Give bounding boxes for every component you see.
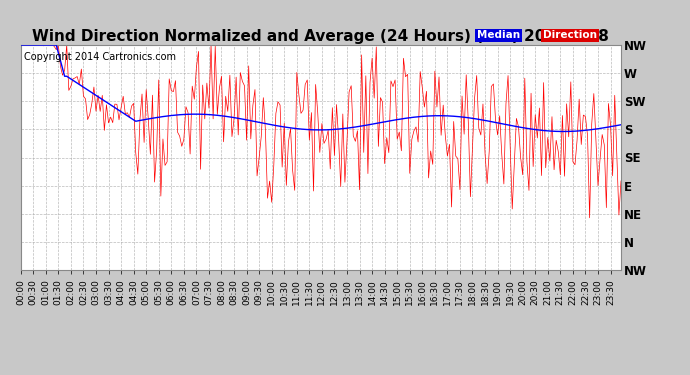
Text: Copyright 2014 Cartronics.com: Copyright 2014 Cartronics.com [23, 52, 176, 62]
Title: Wind Direction Normalized and Average (24 Hours) (Old) 20141128: Wind Direction Normalized and Average (2… [32, 29, 609, 44]
Text: Direction: Direction [543, 30, 597, 40]
Text: Median: Median [477, 30, 520, 40]
